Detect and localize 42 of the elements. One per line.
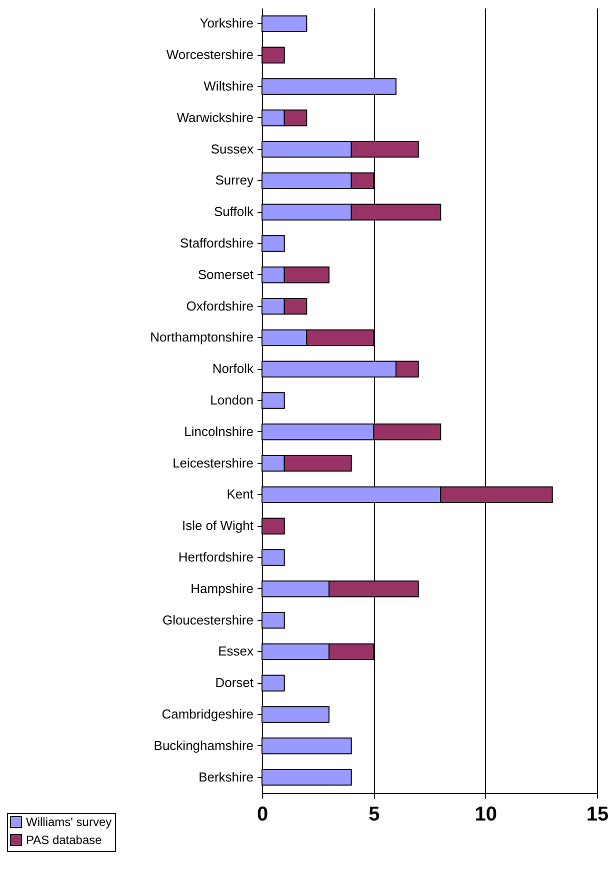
y-tick-label: Surrey xyxy=(215,172,254,188)
y-tick-label: Buckinghamshire xyxy=(154,738,254,753)
bar xyxy=(262,392,285,409)
y-tick-label: Wiltshire xyxy=(204,78,254,94)
y-tick-label: Gloucestershire xyxy=(162,612,254,628)
x-tick-label: 10 xyxy=(474,804,497,826)
y-tick-label: Norfolk xyxy=(212,361,254,376)
y-tick-label: Kent xyxy=(226,486,254,502)
legend-label: Williams' survey xyxy=(26,815,112,829)
y-tick-label: Staffordshire xyxy=(180,236,254,250)
y-tick-label: Berkshire xyxy=(198,769,254,784)
y-tick-label: Cambridgeshire xyxy=(162,706,254,722)
x-tick-label: 5 xyxy=(368,804,380,826)
bar xyxy=(262,706,330,723)
bar xyxy=(262,738,352,754)
y-tick-label: Sussex xyxy=(210,141,254,156)
x-tick-label: 0 xyxy=(256,804,268,826)
y-tick-label: Hertfordshire xyxy=(178,550,254,564)
y-tick-label: Somerset xyxy=(198,266,254,282)
bar xyxy=(262,235,285,252)
bar xyxy=(262,768,352,786)
y-tick-label: Worcestershire xyxy=(166,47,254,62)
y-tick-label: Yorkshire xyxy=(200,16,254,31)
bar xyxy=(262,674,285,692)
bar xyxy=(262,549,285,566)
y-tick-label: Dorset xyxy=(215,675,254,690)
bar xyxy=(262,518,285,534)
bar xyxy=(262,15,308,32)
y-tick-label: Lincolnshire xyxy=(184,424,254,439)
bar xyxy=(262,46,285,64)
y-tick-label: Essex xyxy=(218,644,254,659)
y-tick-label: Warwickshire xyxy=(176,110,254,125)
y-tick-label: Suffolk xyxy=(214,204,254,220)
y-tick-label: Oxfordshire xyxy=(186,298,254,314)
y-tick-label: London xyxy=(210,392,254,408)
y-tick-label: Isle of Wight xyxy=(182,518,254,534)
y-tick-label: Hampshire xyxy=(190,580,254,596)
bar xyxy=(262,612,285,629)
x-tick-label: 15 xyxy=(586,804,609,826)
legend-label: PAS database xyxy=(26,833,102,847)
y-tick-label: Leicestershire xyxy=(172,455,254,470)
y-tick-label: Northamptonshire xyxy=(150,330,254,345)
